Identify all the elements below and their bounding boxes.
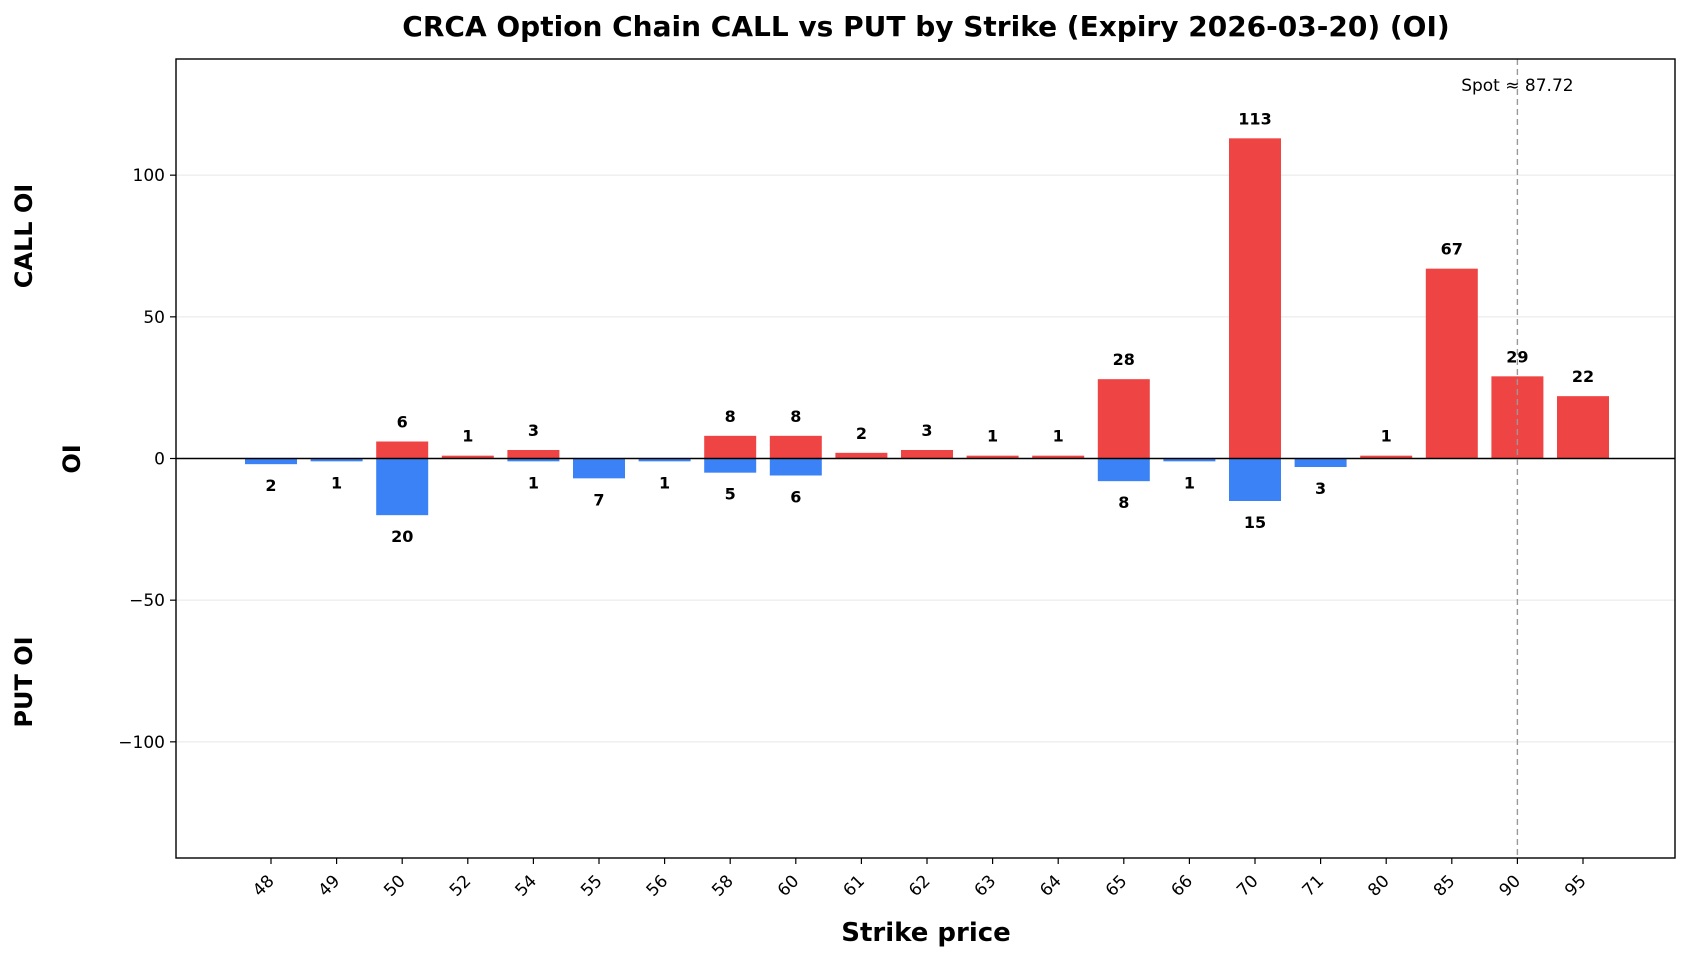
x-tick-label: 50 (380, 871, 409, 900)
put-value-label: 3 (1315, 479, 1326, 498)
call-bar (376, 441, 429, 459)
put-value-label: 6 (790, 488, 801, 507)
x-tick-label: 52 (446, 871, 475, 900)
call-value-label: 29 (1506, 347, 1528, 366)
put-bar (1229, 458, 1281, 501)
put-bar (1163, 458, 1216, 462)
call-bar (966, 455, 1019, 459)
y-tick-label: −50 (129, 591, 165, 611)
put-value-label: 5 (725, 485, 736, 504)
call-value-label: 6 (397, 413, 408, 432)
put-value-label: 1 (331, 473, 342, 492)
x-tick-label: 71 (1299, 871, 1328, 900)
x-tick-label: 58 (708, 871, 737, 900)
call-bar (1032, 455, 1085, 459)
y-tick-label: 50 (143, 308, 165, 328)
x-tick-label: 90 (1495, 871, 1524, 900)
call-value-label: 8 (790, 407, 801, 426)
put-value-label: 2 (265, 476, 276, 495)
x-tick-label: 54 (511, 871, 540, 900)
y-tick-label: 100 (133, 166, 165, 186)
x-tick-label: 62 (905, 871, 934, 900)
call-value-label: 8 (725, 407, 736, 426)
put-bar (1097, 458, 1150, 482)
call-bar (704, 435, 757, 459)
put-value-label: 7 (593, 490, 604, 509)
call-bar (1097, 379, 1150, 459)
call-bar (835, 452, 888, 459)
x-tick-label: 55 (577, 871, 606, 900)
x-tick-label: 66 (1167, 871, 1196, 900)
call-bar (507, 450, 560, 459)
call-bar (1425, 268, 1478, 459)
x-tick-label: 85 (1430, 871, 1459, 900)
call-value-label: 3 (528, 421, 539, 440)
call-value-label: 3 (921, 421, 932, 440)
call-value-label: 28 (1113, 350, 1135, 369)
spot-label: Spot ≈ 87.72 (1461, 76, 1573, 96)
x-tick-label: 56 (643, 871, 672, 900)
call-bar (441, 455, 494, 459)
x-tick-label: 61 (839, 871, 868, 900)
put-bar (769, 458, 822, 476)
call-value-label: 1 (1053, 427, 1064, 446)
x-tick-label: 48 (249, 871, 278, 900)
plot-frame (175, 58, 1676, 859)
x-tick-label: 63 (971, 871, 1000, 900)
call-value-label: 1 (1381, 427, 1392, 446)
put-bar (245, 458, 297, 465)
put-bar (507, 458, 560, 462)
x-tick-label: 60 (774, 871, 803, 900)
put-bar (573, 458, 625, 479)
x-tick-label: 80 (1364, 871, 1393, 900)
put-bar (1294, 458, 1347, 467)
x-tick-label: 49 (315, 871, 344, 900)
x-axis-label: Strike price (841, 918, 1011, 948)
put-value-label: 15 (1244, 513, 1266, 532)
call-value-label: 67 (1441, 240, 1463, 259)
call-bar (1360, 455, 1413, 459)
chart-title: CRCA Option Chain CALL vs PUT by Strike … (402, 10, 1450, 43)
call-bar (1229, 138, 1281, 459)
x-tick-label: 64 (1036, 871, 1065, 900)
put-bar (310, 458, 363, 462)
call-value-label: 2 (856, 424, 867, 443)
x-tick-label: 70 (1233, 871, 1262, 900)
put-bar (376, 458, 429, 516)
call-bar (1557, 396, 1609, 459)
put-value-label: 8 (1118, 493, 1129, 512)
put-value-label: 20 (391, 527, 413, 546)
put-value-label: 1 (659, 473, 670, 492)
call-value-label: 22 (1572, 367, 1594, 386)
call-bar (901, 450, 953, 459)
call-bar (1491, 376, 1544, 459)
call-value-label: 1 (987, 427, 998, 446)
put-bar (704, 458, 757, 473)
y-tick-label: 0 (154, 450, 165, 470)
put-bar (638, 458, 691, 462)
y-tick-label: −100 (118, 733, 165, 753)
x-tick-label: 95 (1561, 871, 1590, 900)
call-bar (769, 435, 822, 459)
call-value-label: 113 (1238, 109, 1271, 128)
x-tick-label: 65 (1102, 871, 1131, 900)
call-value-label: 1 (462, 427, 473, 446)
put-value-label: 1 (528, 473, 539, 492)
put-value-label: 1 (1184, 473, 1195, 492)
